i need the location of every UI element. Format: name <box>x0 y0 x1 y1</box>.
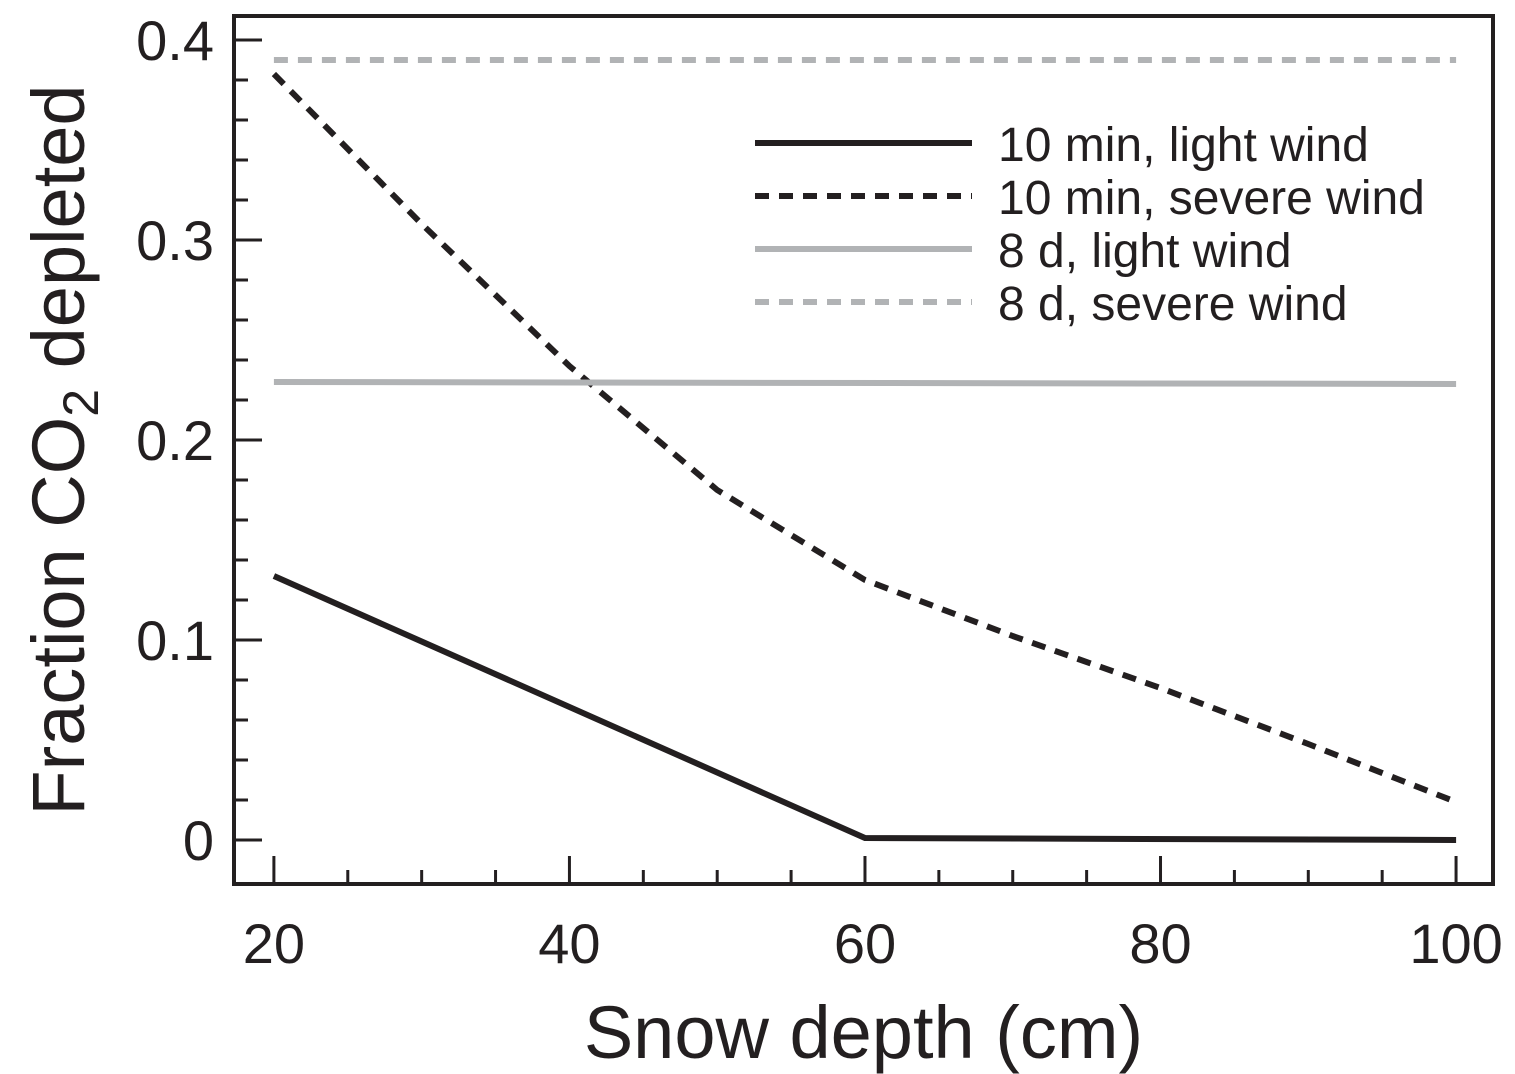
x-tick-label: 60 <box>834 912 896 975</box>
y-tick-label: 0.4 <box>136 9 214 72</box>
x-tick-label: 20 <box>243 912 305 975</box>
series-lines <box>271 57 1458 843</box>
tick-labels: 20 40 60 80 100 0 0.1 0.2 0.3 0.4 <box>136 9 1503 975</box>
legend-label-1: 10 min, light wind <box>998 119 1369 172</box>
y-axis-label-suffix: depleted <box>17 84 100 389</box>
legend-label-3: 8 d, light wind <box>998 225 1292 278</box>
x-axis-label: Snow depth (cm) <box>584 991 1143 1074</box>
series-line-2 <box>271 71 1458 805</box>
y-axis-label: Fraction CO2 depleted <box>17 84 109 815</box>
y-axis-label-prefix: Fraction CO <box>17 417 100 816</box>
x-tick-label: 100 <box>1409 912 1502 975</box>
series-line-1 <box>272 573 1457 843</box>
y-tick-label: 0.2 <box>136 409 214 472</box>
legend-label-2: 10 min, severe wind <box>998 172 1425 225</box>
axis-ticks <box>234 38 1458 884</box>
legend-label-4: 8 d, severe wind <box>998 278 1348 331</box>
x-tick-label: 40 <box>538 912 600 975</box>
x-tick-label: 80 <box>1129 912 1191 975</box>
y-tick-label: 0 <box>183 809 214 872</box>
y-tick-label: 0.3 <box>136 209 214 272</box>
y-axis-label-subscript: 2 <box>53 389 109 417</box>
y-tick-label: 0.1 <box>136 609 214 672</box>
series-line-3 <box>273 379 1457 387</box>
